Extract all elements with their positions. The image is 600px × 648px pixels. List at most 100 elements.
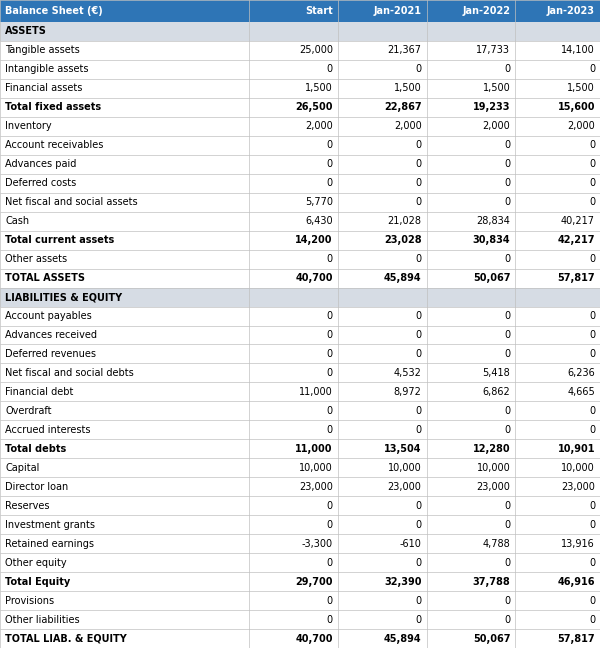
Text: 21,367: 21,367 <box>388 45 422 56</box>
Text: 0: 0 <box>415 614 422 625</box>
Text: Tangible assets: Tangible assets <box>5 45 80 56</box>
Text: Deferred revenues: Deferred revenues <box>5 349 96 359</box>
Text: 29,700: 29,700 <box>295 577 333 586</box>
Bar <box>0 458 600 478</box>
Text: 22,867: 22,867 <box>384 102 422 112</box>
Text: 21,028: 21,028 <box>388 216 422 226</box>
Text: 0: 0 <box>504 596 511 606</box>
Bar <box>0 478 600 496</box>
Text: 0: 0 <box>415 254 422 264</box>
Text: 0: 0 <box>589 425 595 435</box>
Text: 0: 0 <box>415 159 422 169</box>
Bar <box>0 212 600 231</box>
Text: 32,390: 32,390 <box>384 577 422 586</box>
Text: Deferred costs: Deferred costs <box>5 178 76 188</box>
Bar <box>0 421 600 439</box>
Text: 0: 0 <box>415 64 422 75</box>
Text: 2,000: 2,000 <box>394 121 422 132</box>
Text: 13,504: 13,504 <box>384 444 422 454</box>
Bar <box>0 249 600 269</box>
Text: 23,028: 23,028 <box>384 235 422 245</box>
Text: 40,700: 40,700 <box>295 273 333 283</box>
Text: 0: 0 <box>326 178 333 188</box>
Text: Jan-2022: Jan-2022 <box>463 6 511 16</box>
Text: 15,600: 15,600 <box>557 102 595 112</box>
Text: 0: 0 <box>504 178 511 188</box>
Text: 0: 0 <box>589 64 595 75</box>
Text: 45,894: 45,894 <box>384 273 422 283</box>
Text: 4,532: 4,532 <box>394 368 422 378</box>
Text: 0: 0 <box>589 501 595 511</box>
Text: Net fiscal and social debts: Net fiscal and social debts <box>5 368 134 378</box>
Text: 0: 0 <box>326 64 333 75</box>
Bar <box>0 307 600 325</box>
Bar <box>0 192 600 212</box>
Bar <box>0 572 600 591</box>
Text: 0: 0 <box>326 501 333 511</box>
Bar <box>0 269 600 288</box>
Bar <box>0 41 600 60</box>
Text: 0: 0 <box>504 406 511 416</box>
Bar <box>0 345 600 364</box>
Text: Total debts: Total debts <box>5 444 66 454</box>
Text: 6,430: 6,430 <box>305 216 333 226</box>
Text: Total Equity: Total Equity <box>5 577 70 586</box>
Text: Capital: Capital <box>5 463 40 473</box>
Text: 0: 0 <box>326 520 333 529</box>
Text: Start: Start <box>305 6 333 16</box>
Text: 0: 0 <box>326 614 333 625</box>
Text: -3,300: -3,300 <box>302 538 333 549</box>
Text: 8,972: 8,972 <box>394 387 422 397</box>
Text: Other equity: Other equity <box>5 558 67 568</box>
Bar <box>0 496 600 515</box>
Text: 2,000: 2,000 <box>482 121 511 132</box>
Text: 0: 0 <box>589 558 595 568</box>
Text: Financial debt: Financial debt <box>5 387 73 397</box>
Bar <box>0 364 600 382</box>
Text: 0: 0 <box>326 141 333 150</box>
Text: 0: 0 <box>326 159 333 169</box>
Text: Reserves: Reserves <box>5 501 49 511</box>
Text: 0: 0 <box>589 159 595 169</box>
Text: 0: 0 <box>504 159 511 169</box>
Text: 10,000: 10,000 <box>299 463 333 473</box>
Text: 11,000: 11,000 <box>299 387 333 397</box>
Text: 50,067: 50,067 <box>473 273 511 283</box>
Text: 40,217: 40,217 <box>561 216 595 226</box>
Text: 0: 0 <box>415 558 422 568</box>
Text: 0: 0 <box>415 141 422 150</box>
Text: 0: 0 <box>326 349 333 359</box>
Bar <box>427 0 515 22</box>
Text: 6,236: 6,236 <box>567 368 595 378</box>
Bar <box>0 231 600 249</box>
Text: 26,500: 26,500 <box>295 102 333 112</box>
Text: 0: 0 <box>589 614 595 625</box>
Text: 6,862: 6,862 <box>482 387 511 397</box>
Text: 25,000: 25,000 <box>299 45 333 56</box>
Bar <box>0 288 600 307</box>
Text: -610: -610 <box>400 538 422 549</box>
Text: Account receivables: Account receivables <box>5 141 103 150</box>
Text: 0: 0 <box>326 558 333 568</box>
Text: 0: 0 <box>326 311 333 321</box>
Text: 1,500: 1,500 <box>305 84 333 93</box>
Text: 0: 0 <box>589 330 595 340</box>
Text: LIABILITIES & EQUITY: LIABILITIES & EQUITY <box>5 292 122 302</box>
Text: 0: 0 <box>589 406 595 416</box>
Text: Director loan: Director loan <box>5 481 68 492</box>
Text: Advances received: Advances received <box>5 330 97 340</box>
Text: 4,665: 4,665 <box>567 387 595 397</box>
Bar <box>249 0 338 22</box>
Text: 1,500: 1,500 <box>567 84 595 93</box>
Text: Net fiscal and social assets: Net fiscal and social assets <box>5 197 137 207</box>
Text: 1,500: 1,500 <box>482 84 511 93</box>
Text: Cash: Cash <box>5 216 29 226</box>
Text: Provisions: Provisions <box>5 596 54 606</box>
Bar <box>0 117 600 136</box>
Text: 0: 0 <box>504 141 511 150</box>
Text: Other liabilities: Other liabilities <box>5 614 80 625</box>
Bar <box>0 515 600 534</box>
Text: Investment grants: Investment grants <box>5 520 95 529</box>
Text: 10,000: 10,000 <box>476 463 511 473</box>
Text: 10,000: 10,000 <box>561 463 595 473</box>
